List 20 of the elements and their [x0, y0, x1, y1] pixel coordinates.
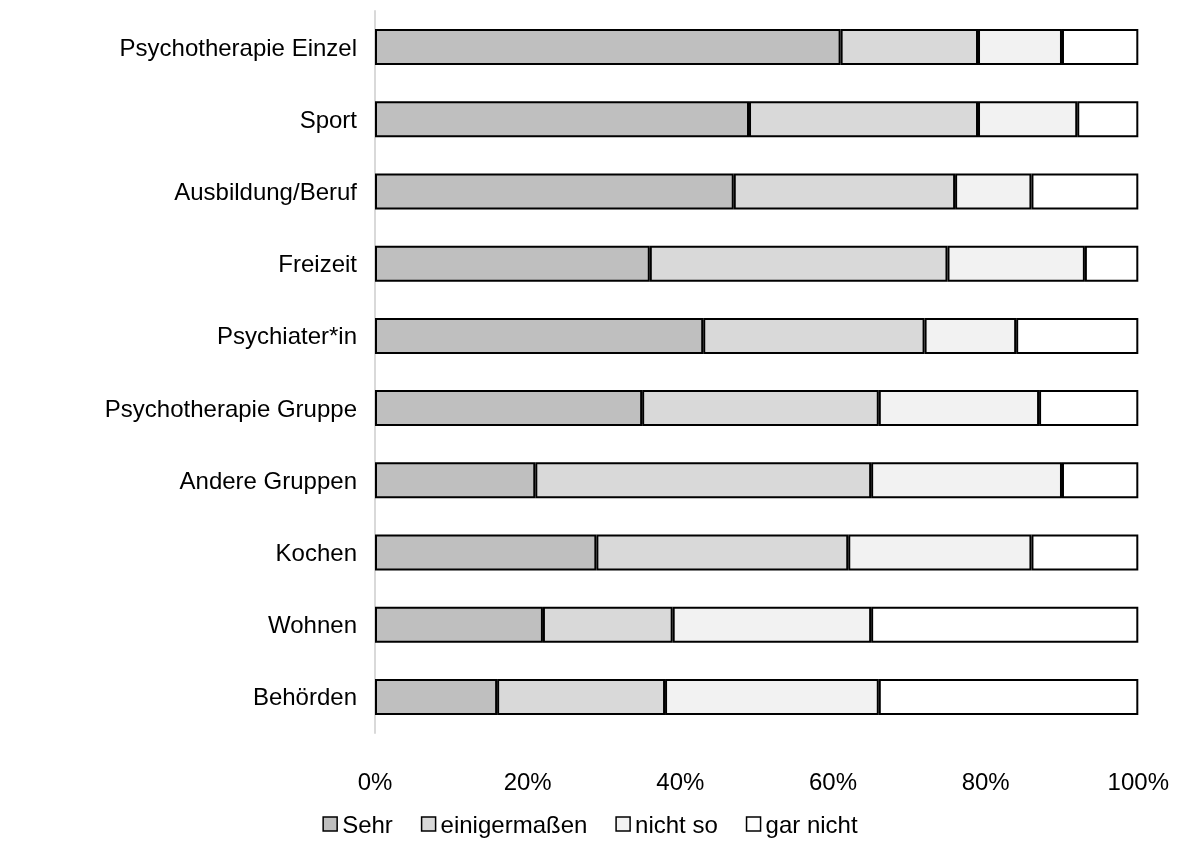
y-tick-label: Behörden [252, 683, 357, 711]
y-tick-label: Andere Gruppen [179, 466, 357, 494]
y-tick-label: Psychotherapie Einzel [119, 33, 357, 61]
legend-label: einigermaßen [440, 810, 588, 838]
y-tick-label: Sport [299, 105, 358, 133]
legend-label: Sehr [342, 810, 393, 838]
y-tick-label: Freizeit [278, 250, 358, 278]
y-tick-label: Ausbildung/Beruf [174, 178, 358, 205]
x-tick-label: 80% [961, 767, 1010, 795]
y-tick-label: Wohnen [268, 611, 357, 639]
y-tick-label: Psychiater*in [216, 322, 357, 350]
x-tick-label: 100% [1107, 767, 1169, 795]
legend-label: gar nicht [765, 810, 858, 838]
y-tick-label: Psychotherapie Gruppe [104, 394, 357, 422]
x-tick-label: 60% [808, 767, 858, 795]
y-tick-label: Kochen [275, 539, 357, 566]
x-tick-label: 0% [357, 767, 393, 795]
legend-label: nicht so [635, 810, 718, 838]
x-tick-label: 40% [656, 767, 705, 795]
x-tick-label: 20% [503, 767, 552, 795]
